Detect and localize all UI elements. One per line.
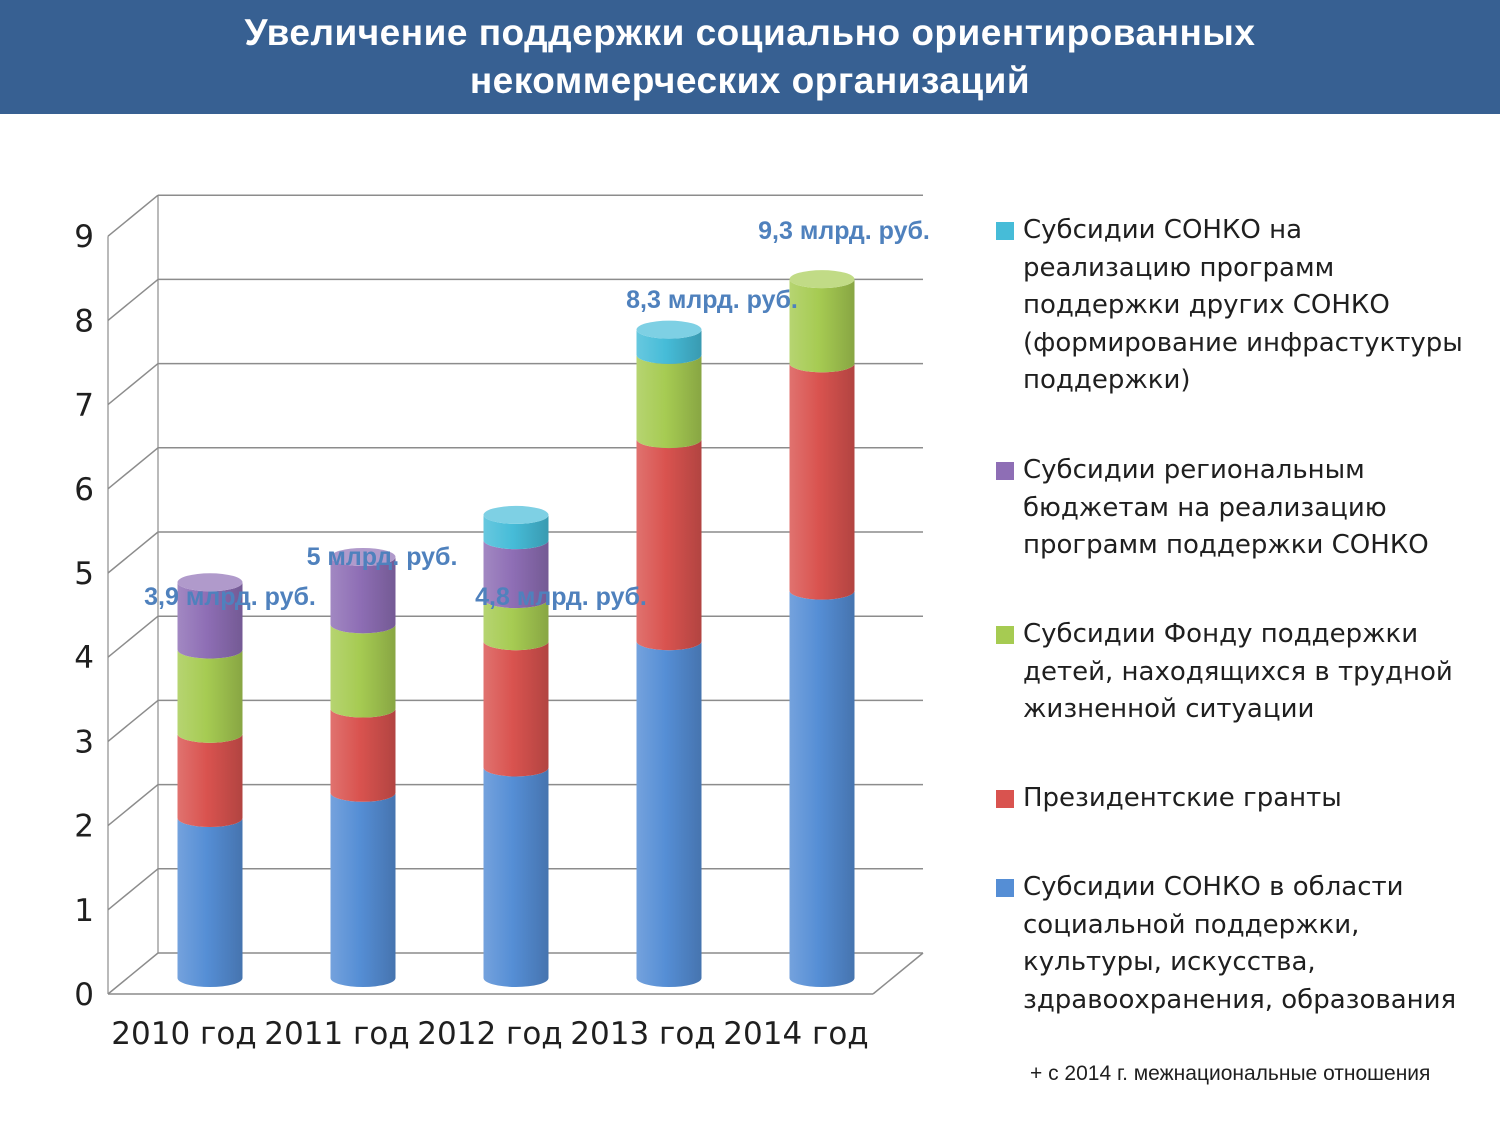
bar-segment [330,624,396,718]
gridline-depth [107,699,159,742]
legend-label: Субсидии СОНКО в области социальной подд… [1023,872,1457,1015]
bar-segment [177,649,243,743]
data-label: 4,8 млрд. руб. [475,583,647,611]
legend-label: Субсидии Фонду поддержки детей, находящи… [1023,619,1453,724]
data-label: 5 млрд. руб. [307,543,458,571]
bar-cap [483,505,549,524]
bar-segment [636,439,702,651]
y-tick-label: 3 [74,724,94,760]
y-tick-label: 7 [74,388,94,424]
x-tick-label: 2010 год [111,1016,256,1052]
legend-swatch [996,222,1014,240]
x-tick-label: 2012 год [417,1016,562,1052]
bar-segment [177,582,243,659]
y-tick-label: 1 [74,893,94,929]
bar-segment [789,590,855,987]
bar-cap [330,548,396,566]
y-tick-label: 6 [74,472,94,508]
legend-swatch [996,790,1014,808]
gridline-depth [107,194,159,237]
stacked-bar-chart: 0 1 2 3 4 5 6 7 8 9 2010 год 2011 год 2012 год 2013 г… [74,194,930,1052]
bar-segment [636,354,702,449]
data-label: 9,3 млрд. руб. [758,217,930,245]
data-label: 8,3 млрд. руб. [626,286,798,314]
x-tick-label: 2011 год [264,1016,409,1052]
x-tick-label: 2013 год [570,1016,715,1052]
y-tick-label: 9 [74,219,94,255]
bar-segment [636,641,702,987]
legend-swatch [996,626,1014,644]
y-tick-label: 4 [74,640,94,676]
legend-label: Субсидии СОНКО на реализацию программ по… [1023,215,1463,395]
page-title-line-1: Увеличение поддержки социально ориентиро… [244,12,1256,53]
bar-segment [636,329,702,364]
footnote: + с 2014 г. межнациональные отношения [1030,1062,1431,1085]
header-bar: Увеличение поддержки социально ориентиро… [0,0,1500,114]
bar-segment [483,599,549,651]
x-tick-label: 2014 год [723,1016,868,1052]
data-label: 3,9 млрд. руб. [144,583,316,611]
gridline-depth [107,952,159,995]
gridline-depth [107,447,159,490]
bar-segment [330,557,396,634]
bar-segment [789,279,855,373]
bar-segment [177,818,243,987]
legend-label: Президентские гранты [1023,783,1342,813]
legend-label: Субсидии региональным бюджетам на реализ… [1023,455,1429,560]
gridline-depth [107,531,159,574]
floor-edge-right [872,952,924,995]
page-title-line-2: некоммерческих организаций [469,60,1031,101]
y-tick-label: 2 [74,809,94,845]
bar-cap [177,573,243,592]
bar-segment [483,540,549,609]
bar-segment [483,641,549,777]
bar-segment [789,363,855,600]
gridline-depth [107,278,159,321]
y-tick-label: 8 [74,303,94,339]
bar-segment [177,733,243,828]
y-tick-label: 5 [74,556,94,592]
bar-segment [330,792,396,987]
bar-cap [636,320,702,339]
bar-segment [483,767,549,987]
gridline-depth [107,615,159,658]
gridline-depth [107,784,159,827]
y-tick-label: 0 [74,977,94,1013]
bar-cap [789,270,855,289]
gridline-depth [107,868,159,911]
bar-segment [330,708,396,802]
gridline-depth [107,363,159,406]
bar-segment [483,514,549,550]
legend-swatch [996,462,1014,480]
legend-swatch [996,879,1014,897]
